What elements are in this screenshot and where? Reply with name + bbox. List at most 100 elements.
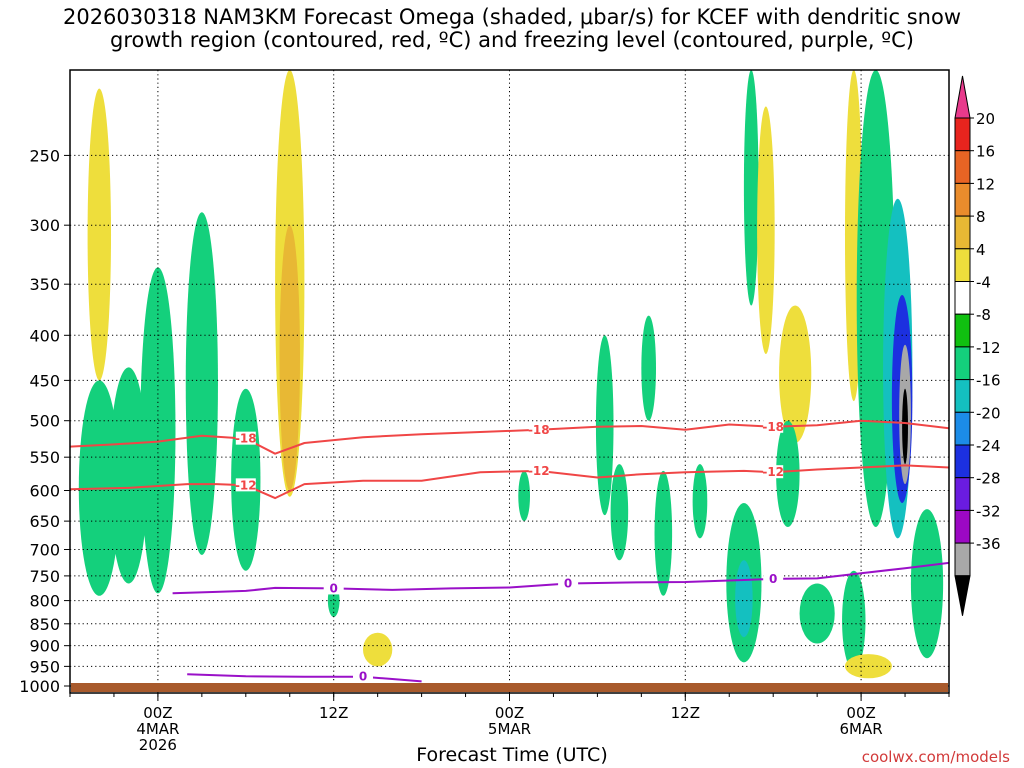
pressure-tick-label: 450 [29, 371, 60, 390]
pressure-tick-label: 300 [29, 216, 60, 235]
colorbar-label: -32 [976, 502, 1001, 520]
colorbar-swatch [954, 346, 971, 381]
colorbar-swatch [954, 313, 971, 348]
omega-cell [87, 88, 112, 381]
colorbar-swatch [954, 411, 971, 446]
pressure-tick-label: 700 [29, 540, 60, 559]
source-credit[interactable]: coolwx.com/models [861, 748, 1010, 766]
colorbar-swatch [954, 117, 971, 152]
colorbar-label: -4 [976, 274, 991, 292]
omega-cell [279, 225, 301, 491]
omega-cell [109, 367, 148, 584]
pressure-tick-label: 600 [29, 481, 60, 500]
colorbar-label: -8 [976, 306, 991, 324]
pressure-tick-label: 500 [29, 412, 60, 431]
contour-line [187, 673, 422, 683]
colorbar-swatch [954, 281, 971, 315]
chart-title-line-1: 2026030318 NAM3KM Forecast Omega (shaded… [62, 5, 962, 29]
omega-cell [363, 632, 393, 667]
colorbar-swatch [954, 542, 971, 577]
colorbar-label: 12 [976, 175, 995, 193]
colorbar-label: -16 [976, 372, 1001, 390]
colorbar-swatch [954, 182, 971, 217]
omega-cell [185, 212, 218, 555]
pressure-tick-label: 950 [29, 657, 60, 676]
omega-cell [910, 509, 944, 659]
x-axis-title: Forecast Time (UTC) [416, 744, 608, 766]
time-tick-label: 12Z [671, 704, 700, 722]
pressure-tick-label: 550 [29, 448, 60, 467]
omega-cell [799, 583, 835, 644]
omega-cell [743, 70, 759, 306]
contour-label: -18 [235, 432, 257, 446]
colorbar-bottom-arrow [954, 575, 971, 616]
omega-cell [610, 464, 629, 561]
contour-label: -12 [762, 465, 784, 479]
contour-label-bg [235, 431, 256, 445]
ground-surface [71, 683, 948, 692]
colorbar-label: -20 [976, 404, 1001, 422]
omega-cell [757, 106, 775, 354]
pressure-tick-label: 350 [29, 275, 60, 294]
omega-cell [779, 305, 812, 444]
time-tick-label: 00Z [846, 704, 875, 722]
colorbar-swatch [954, 477, 971, 511]
pressure-tick-label: 800 [29, 592, 60, 611]
contour-label-bg [528, 422, 549, 436]
colorbar-swatch [954, 215, 971, 250]
colorbar-label: 8 [976, 208, 986, 226]
chart-title-line-2: growth region (contoured, red, ºC) and f… [110, 28, 914, 52]
colorbar-label: 4 [976, 241, 986, 259]
contour-label: -12 [528, 464, 550, 478]
contour-label-bg [235, 478, 256, 492]
colorbar-label: 20 [976, 110, 995, 128]
pressure-tick-label: 900 [29, 637, 60, 656]
contour-label-bg [763, 571, 784, 585]
contour-label: 0 [359, 670, 367, 684]
contour-label: 0 [564, 576, 572, 590]
pressure-tick-label: 250 [29, 146, 60, 165]
pressure-tick-label: 850 [29, 615, 60, 634]
colorbar-swatch [954, 379, 971, 413]
colorbar-swatch [954, 248, 971, 283]
contour-label: 0 [769, 572, 777, 586]
time-tick-label: 5MAR [488, 720, 531, 738]
time-tick-label: 00Z [495, 704, 524, 722]
contour-label: -12 [235, 478, 257, 492]
omega-cell [735, 560, 753, 638]
contour-label-bg [528, 463, 549, 477]
colorbar-label: 16 [976, 143, 995, 161]
time-tick-label: 6MAR [840, 720, 883, 738]
contour-label: -18 [762, 420, 784, 434]
omega-cell [140, 267, 176, 594]
contour-line [70, 419, 949, 455]
omega-cell [518, 470, 531, 522]
omega-cell [776, 420, 800, 527]
time-tick-label: 2026 [139, 736, 177, 754]
contour-line [70, 464, 949, 500]
contour-label: 0 [330, 581, 338, 595]
pressure-tick-label: 1000 [19, 677, 60, 696]
time-tick-label: 4MAR [136, 720, 179, 738]
omega-cell [641, 315, 656, 421]
colorbar-swatch [954, 444, 971, 479]
time-tick-label: 00Z [143, 704, 172, 722]
contour-label-bg [558, 576, 579, 590]
contour-label-bg [763, 419, 784, 433]
pressure-tick-label: 400 [29, 326, 60, 345]
time-tick-label: 12Z [319, 704, 348, 722]
pressure-tick-label: 650 [29, 512, 60, 531]
colorbar-swatch [954, 509, 971, 544]
omega-cell [902, 388, 908, 465]
omega-cell [692, 464, 708, 539]
omega-cell [595, 335, 614, 516]
colorbar-label: -12 [976, 339, 1001, 357]
colorbar-label: -36 [976, 535, 1001, 553]
contour-label-bg [353, 669, 373, 683]
colorbar-swatch [954, 150, 971, 184]
omega-cell [654, 470, 673, 596]
contour-label-bg [323, 581, 344, 595]
colorbar-label: -28 [976, 470, 1001, 488]
colorbar-label: -24 [976, 437, 1001, 455]
